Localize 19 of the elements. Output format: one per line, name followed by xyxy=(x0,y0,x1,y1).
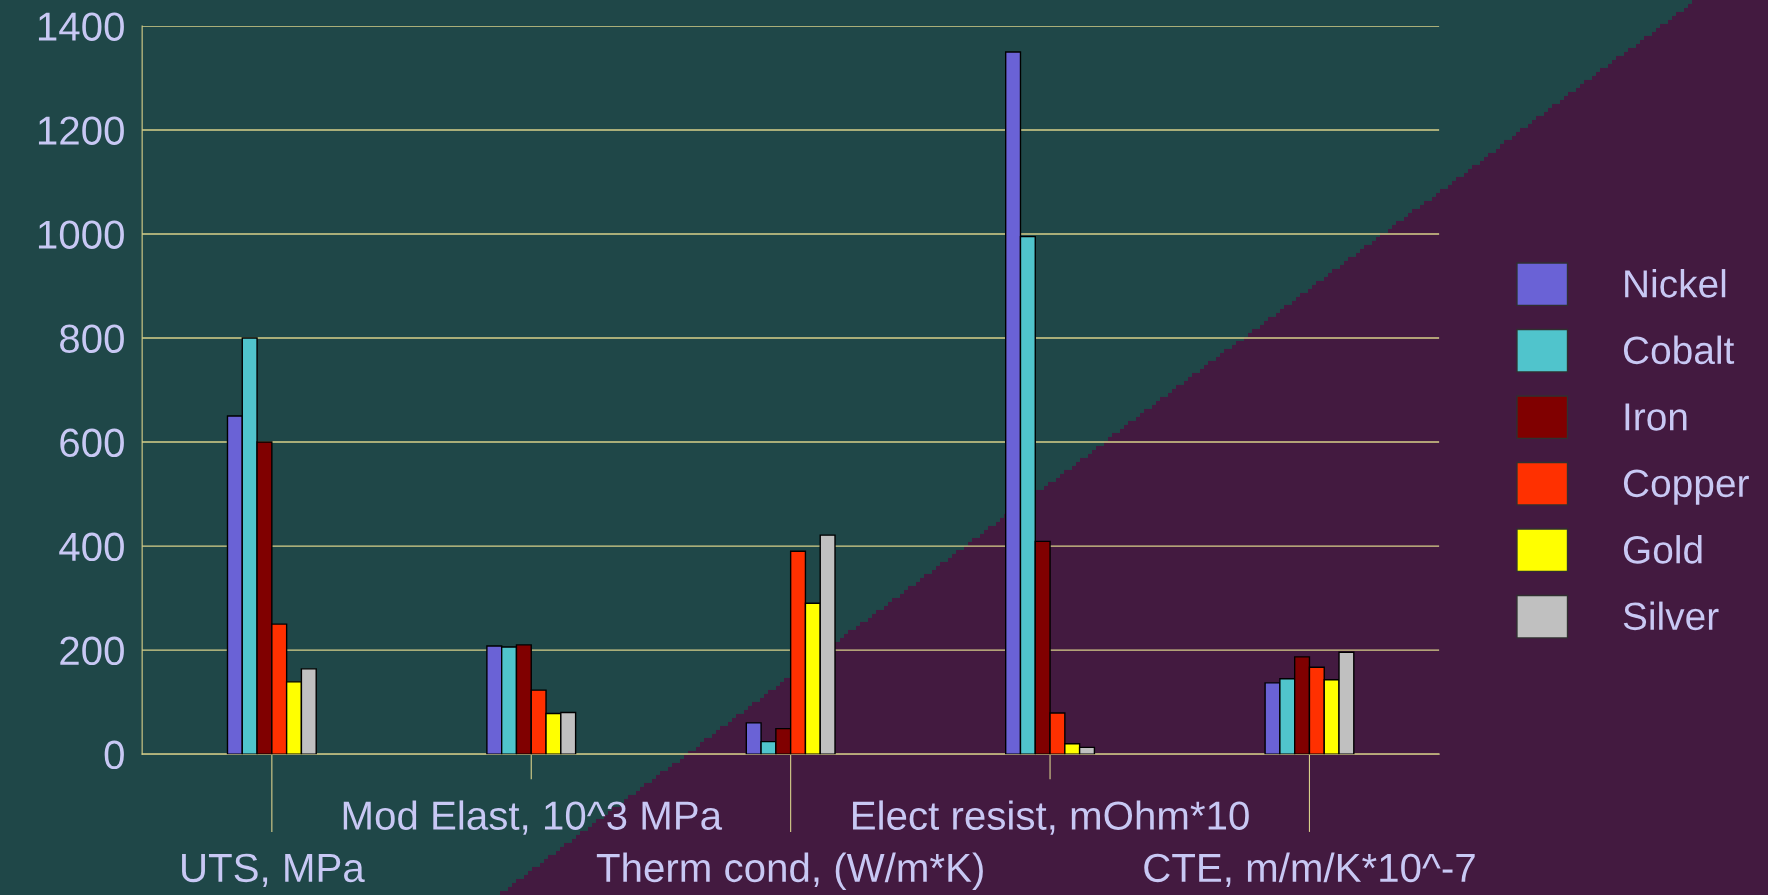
x-tick-label: Therm cond, (W/m*K) xyxy=(596,852,983,891)
y-tick-label: 600 xyxy=(60,428,124,458)
legend-label: Copper xyxy=(1623,469,1749,505)
y-tick-label: 1400 xyxy=(38,12,124,41)
legend-label: Nickel xyxy=(1625,269,1726,298)
x-tick-label: Mod Elast, 10^3 MPa xyxy=(343,800,723,835)
x-tick-label: CTE, m/m/K*10^-7 xyxy=(1144,852,1475,887)
y-tick-label: 800 xyxy=(60,324,124,354)
y-tick-label: 0 xyxy=(104,740,124,770)
x-tick-label: UTS, MPa xyxy=(182,853,365,887)
y-tick-label: 200 xyxy=(60,636,124,666)
legend-label: Silver xyxy=(1623,601,1719,631)
legend-label: Cobalt xyxy=(1623,335,1735,365)
y-tick-label: 1000 xyxy=(38,220,124,249)
legend-label: Gold xyxy=(1623,535,1702,564)
y-tick-label: 1200 xyxy=(38,116,124,145)
x-tick-label: Elect resist, mOhm*10 xyxy=(853,800,1249,835)
y-tick-label: 400 xyxy=(59,532,124,562)
legend-label: Iron xyxy=(1625,403,1687,431)
